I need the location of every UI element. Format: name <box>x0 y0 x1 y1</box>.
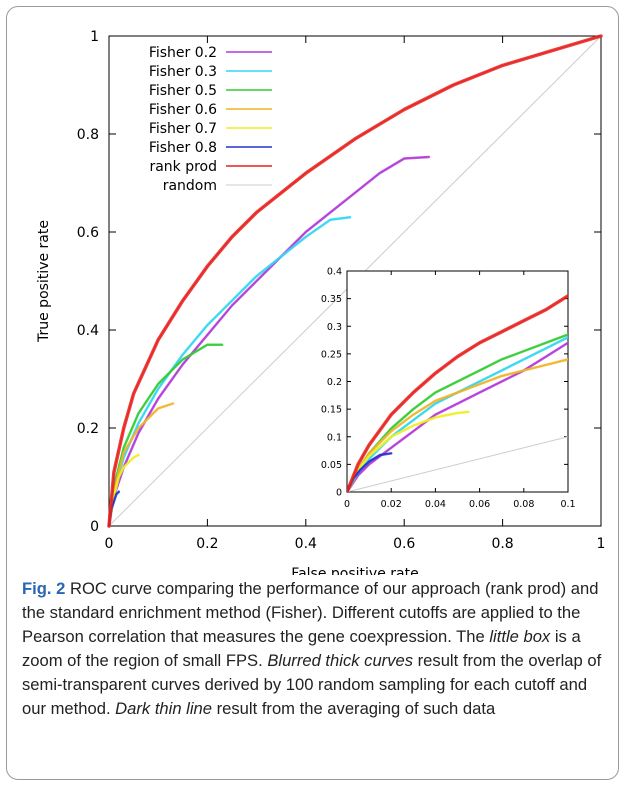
inset-y-tick-label: 0.2 <box>327 377 342 388</box>
figure-caption: Fig. 2 ROC curve comparing the performan… <box>22 577 614 721</box>
main-fisher-0-5-line-core <box>108 344 223 527</box>
caption-label: Fig. 2 <box>22 579 66 598</box>
legend: Fisher 0.2 Fisher 0.3 Fisher 0.5 Fisher 0.6… <box>149 45 272 194</box>
x-tick-label: 0.8 <box>491 536 513 552</box>
inset-series-6-line-core <box>347 295 568 492</box>
main-plot: 0 0.2 0.4 0.6 0.8 1 0 0.2 0.4 0.6 0.8 1 False positi… <box>36 29 605 575</box>
y-axis-label: True positive rate <box>36 220 52 343</box>
inset-y-tick-label: 0.35 <box>321 294 342 305</box>
x-tick-label: 0.6 <box>393 536 415 552</box>
caption-italic-2: Blurred thick curves <box>267 651 414 670</box>
caption-text-3: result from the overlap of semi-transpar… <box>22 651 602 718</box>
inset-y-tick-label: 0.15 <box>321 405 342 416</box>
inset-y-tick-label: 0.1 <box>327 432 342 443</box>
inset-y-tick-label: 0.25 <box>321 349 342 360</box>
legend-label-fisher-0-5: Fisher 0.5 <box>149 83 217 99</box>
y-tick-label: 0.8 <box>77 127 99 143</box>
inset-x-tick-label: 0.1 <box>560 499 575 510</box>
inset-y-tick-label: 0.3 <box>327 322 342 333</box>
inset-x-tick-label: 0.06 <box>469 499 490 510</box>
legend-label-fisher-0-6: Fisher 0.6 <box>149 102 217 118</box>
x-axis-label: False positive rate <box>291 566 418 575</box>
inset-series-group <box>347 294 568 492</box>
inset-y-tick-label: 0.4 <box>327 267 342 278</box>
y-tick-label: 0.4 <box>77 323 99 339</box>
legend-label-fisher-0-7: Fisher 0.7 <box>149 121 217 137</box>
legend-label-rank-prod: rank prod <box>149 159 217 175</box>
inset-x-tick-label: 0.02 <box>381 499 402 510</box>
figure-frame <box>6 6 619 780</box>
main-plot-border <box>108 35 602 527</box>
inset-series-3-line-core <box>347 358 568 492</box>
roc-figure: 0 0.2 0.4 0.6 0.8 1 0 0.2 0.4 0.6 0.8 1 False positi… <box>36 29 605 575</box>
caption-text-1: ROC curve comparing the performance of o… <box>22 579 599 646</box>
main-rank-prod-line-core <box>108 35 602 527</box>
inset-series-1-line-core <box>347 336 568 492</box>
legend-label-random: random <box>163 178 217 194</box>
x-tick-label: 1 <box>597 536 606 552</box>
inset-series-7-line <box>347 436 568 492</box>
inset-x-tick-label: 0 <box>344 499 350 510</box>
caption-text-4: result from the averaging of such data <box>212 699 496 718</box>
inset-y-tick-label: 0.05 <box>321 460 342 471</box>
main-series-group <box>107 34 603 528</box>
inset-series-0-line-core <box>347 342 568 492</box>
caption-italic-3: Dark thin line <box>115 699 213 718</box>
legend-label-fisher-0-2: Fisher 0.2 <box>149 45 217 61</box>
y-tick-label: 0.6 <box>77 225 99 241</box>
y-tick-label: 0 <box>90 519 99 535</box>
y-tick-label: 1 <box>90 29 99 45</box>
inset-y-tick-label: 0 <box>336 488 342 499</box>
inset-plot: 0 0.02 0.04 0.06 0.08 0.1 0 0.05 0.1 0.15 0.2 0.25 0… <box>321 267 576 511</box>
inset-x-tick-label: 0.08 <box>513 499 534 510</box>
x-tick-label: 0.4 <box>295 536 317 552</box>
caption-italic-1: little box <box>489 627 551 646</box>
inset-series-4-line-core <box>347 411 470 492</box>
x-tick-label: 0.2 <box>196 536 218 552</box>
main-fisher-0-5-line <box>107 343 224 528</box>
caption-text-2: is a zoom of the region of small FPS. <box>22 627 581 670</box>
legend-label-fisher-0-3: Fisher 0.3 <box>149 64 217 80</box>
x-tick-label: 0 <box>105 536 114 552</box>
main-fisher-0-2-line-core <box>108 156 430 527</box>
legend-label-fisher-0-8: Fisher 0.8 <box>149 140 217 156</box>
y-tick-label: 0.2 <box>77 421 99 437</box>
inset-x-tick-label: 0.04 <box>425 499 446 510</box>
